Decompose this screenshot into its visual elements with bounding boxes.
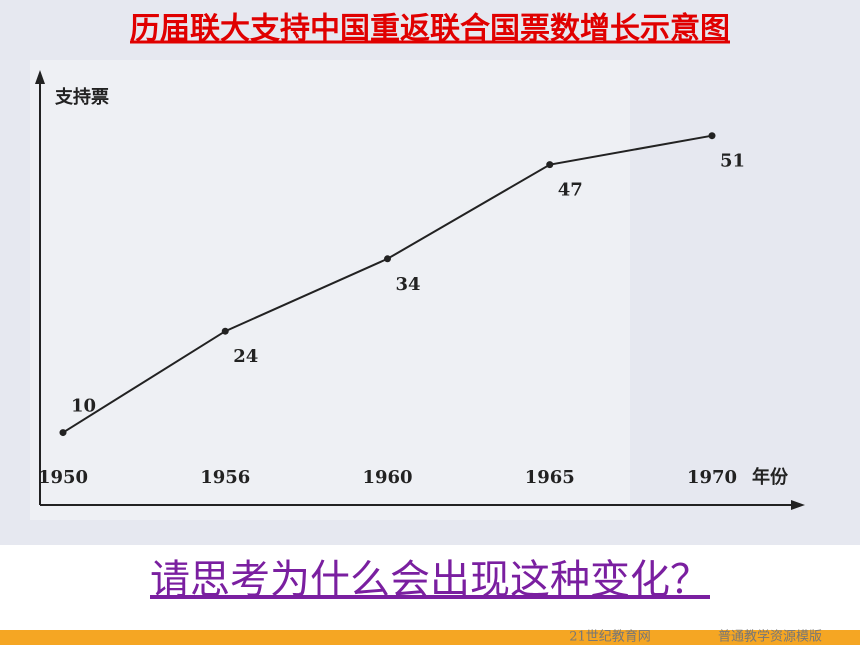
point xyxy=(384,255,391,263)
chart-panel xyxy=(30,60,630,520)
x-tick-label: 1970 xyxy=(687,467,737,488)
footer-bar xyxy=(0,630,860,645)
point xyxy=(708,132,716,140)
x-axis-label: 年份 xyxy=(752,466,789,488)
point xyxy=(59,429,67,437)
question-panel xyxy=(0,545,860,630)
x-tick-label: 1960 xyxy=(362,467,412,488)
x-axis-arrow xyxy=(791,500,805,510)
data-label: 24 xyxy=(233,346,258,367)
footer-text: 21世纪教育网 xyxy=(569,629,651,645)
y-axis-arrow xyxy=(35,70,45,84)
x-tick-label: 1965 xyxy=(525,467,575,488)
footer-text: 普通教学资源模版 xyxy=(718,629,822,645)
question: 请思考为什么会出现这种变化？ xyxy=(150,557,710,603)
data-label: 51 xyxy=(720,151,745,172)
data-label: 34 xyxy=(396,274,421,295)
point xyxy=(546,161,554,169)
x-tick-label: 1950 xyxy=(38,467,88,488)
data-label: 10 xyxy=(71,396,96,417)
data-label: 47 xyxy=(558,180,583,201)
x-tick-label: 1956 xyxy=(200,467,250,488)
y-axis-label: 支持票 xyxy=(54,86,109,108)
chart-title: 历届联大支持中国重返联合国票数增长示意图 xyxy=(130,12,730,47)
point xyxy=(221,327,229,335)
